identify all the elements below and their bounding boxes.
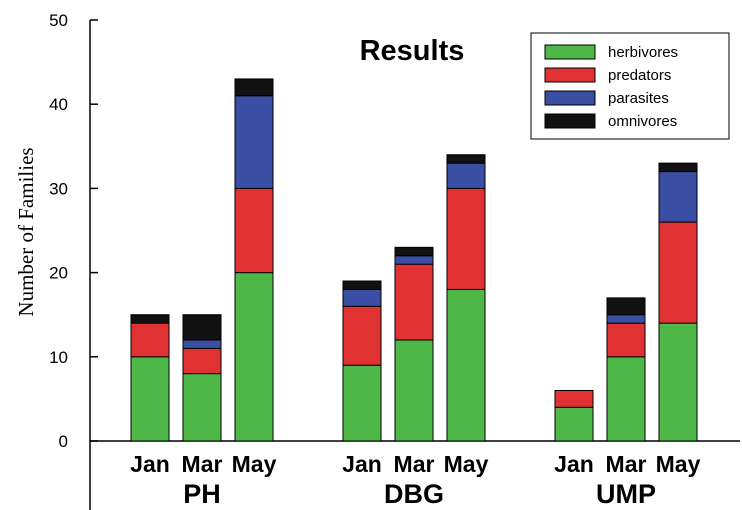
x-tick-label: May — [444, 451, 489, 477]
chart-title: Results — [360, 35, 465, 67]
bar-herbivores-ph-jan — [130, 356, 170, 442]
group-label: DBG — [384, 479, 444, 509]
x-tick-label: May — [656, 451, 701, 477]
bar-predators-dbg-mar — [394, 263, 434, 341]
legend-swatch-herbivores — [544, 44, 596, 60]
bar-predators-ump-mar — [606, 322, 646, 358]
bar-omnivores-ph-may — [234, 78, 274, 97]
y-tick-label: 0 — [59, 432, 68, 451]
x-tick-label: Mar — [394, 451, 435, 477]
legend-swatch-omnivores — [544, 113, 596, 129]
y-tick-label: 20 — [49, 264, 68, 283]
legend-label-omnivores: omnivores — [608, 113, 677, 130]
y-tick-label: 40 — [49, 95, 68, 114]
x-tick-label: Jan — [130, 451, 170, 477]
x-tick-label: Mar — [182, 451, 223, 477]
x-tick-label: May — [232, 451, 277, 477]
bar-herbivores-ph-may — [234, 272, 274, 442]
y-tick-label: 30 — [49, 179, 68, 198]
bar-predators-ump-may — [658, 221, 698, 324]
bar-omnivores-dbg-mar — [394, 246, 434, 257]
bar-parasites-ph-may — [234, 95, 274, 189]
legend-label-predators: predators — [608, 67, 671, 84]
bar-herbivores-dbg-may — [446, 288, 486, 442]
group-labels: PH DBG UMP — [183, 479, 656, 509]
bar-herbivores-ump-jan — [554, 406, 594, 442]
x-tick-label: Mar — [606, 451, 647, 477]
group-label: PH — [183, 479, 221, 509]
bar-predators-ph-may — [234, 187, 274, 274]
bar-omnivores-ump-mar — [606, 297, 646, 316]
bar-predators-dbg-may — [446, 187, 486, 290]
bar-herbivores-ump-mar — [606, 356, 646, 442]
bar-omnivores-dbg-jan — [342, 280, 382, 290]
bar-omnivores-ph-mar — [182, 314, 222, 341]
bar-parasites-ump-mar — [606, 314, 646, 324]
bar-herbivores-ph-mar — [182, 373, 222, 442]
bar-omnivores-ph-jan — [130, 314, 170, 324]
y-tick-label: 10 — [49, 348, 68, 367]
bar-parasites-dbg-mar — [394, 255, 434, 265]
x-tick-label: Jan — [554, 451, 594, 477]
y-axis-label: Number of Families — [14, 147, 38, 316]
bar-herbivores-dbg-jan — [342, 364, 382, 442]
bars — [130, 78, 698, 442]
legend: herbivores predators parasites omnivores — [530, 32, 730, 140]
group-label: UMP — [596, 479, 656, 509]
bar-parasites-dbg-jan — [342, 288, 382, 307]
bar-predators-ph-mar — [182, 347, 222, 375]
y-ticks: 0 10 20 30 40 50 — [49, 11, 98, 451]
x-tick-label: Jan — [342, 451, 382, 477]
bar-herbivores-ump-may — [658, 322, 698, 442]
legend-swatch-predators — [544, 67, 596, 83]
bar-predators-ump-jan — [554, 389, 594, 408]
bar-parasites-ph-mar — [182, 339, 222, 349]
legend-label-parasites: parasites — [608, 90, 669, 107]
bar-parasites-ump-may — [658, 171, 698, 223]
y-tick-label: 50 — [49, 11, 68, 30]
bar-omnivores-dbg-may — [446, 154, 486, 164]
bar-predators-dbg-jan — [342, 305, 382, 366]
category-labels: Jan Mar May Jan Mar May Jan Mar May — [130, 451, 700, 477]
legend-label-herbivores: herbivores — [608, 44, 678, 61]
bar-herbivores-dbg-mar — [394, 339, 434, 442]
legend-swatch-parasites — [544, 90, 596, 106]
bar-predators-ph-jan — [130, 322, 170, 358]
bar-parasites-dbg-may — [446, 162, 486, 189]
bar-omnivores-ump-may — [658, 162, 698, 173]
